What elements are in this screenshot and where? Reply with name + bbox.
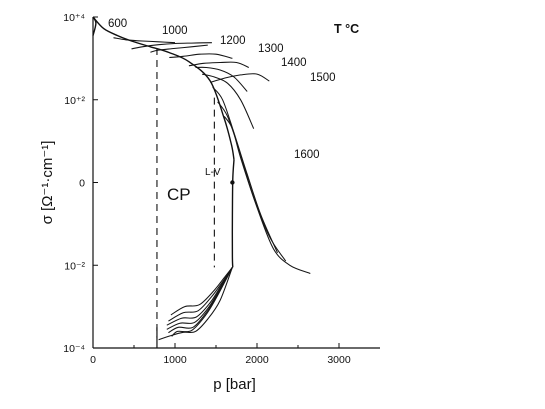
y-tick-label: 10⁺² bbox=[64, 95, 85, 107]
y-tick-label: 0 bbox=[79, 178, 85, 190]
isotherm-label-1400: 1400 bbox=[281, 57, 307, 69]
x-tick-label: 2000 bbox=[245, 354, 269, 366]
coexistence-envelope bbox=[92, 16, 235, 268]
critical-point-marker bbox=[230, 180, 235, 185]
isotherm-unlabelled-0 bbox=[195, 66, 248, 92]
left-cusp bbox=[92, 16, 97, 36]
critical-isotherm bbox=[231, 159, 235, 268]
low-curve-5 bbox=[171, 267, 233, 337]
low-curve-4 bbox=[168, 267, 233, 334]
y-tick-label: 10⁻² bbox=[64, 260, 85, 272]
isotherm-label-600: 600 bbox=[108, 18, 127, 30]
isotherm-unlabelled-1 bbox=[201, 73, 255, 129]
isotherm-1200 bbox=[150, 44, 208, 53]
low-conductivity-curves bbox=[158, 266, 233, 341]
isotherm-label-1500: 1500 bbox=[310, 72, 336, 84]
isotherm-1300 bbox=[169, 53, 233, 59]
low-curve-0 bbox=[170, 266, 233, 316]
y-tick-label: 10⁻⁴ bbox=[63, 343, 85, 355]
isotherm-label-1300: 1300 bbox=[258, 43, 284, 55]
legend-title: T °C bbox=[334, 22, 359, 36]
isotherm-1400 bbox=[188, 61, 250, 68]
low-curve-6 bbox=[158, 267, 233, 341]
isotherm-1600 bbox=[223, 115, 311, 274]
y-axis-label: σ [Ω⁻¹·cm⁻¹] bbox=[39, 141, 56, 225]
x-tick-label: 3000 bbox=[327, 354, 351, 366]
isotherm-label-1000: 1000 bbox=[162, 25, 188, 37]
annotation-lv: L-V bbox=[205, 167, 221, 178]
isotherm-600 bbox=[113, 37, 176, 44]
isotherm-label-1600: 1600 bbox=[294, 149, 320, 161]
isotherm-1000 bbox=[131, 42, 212, 50]
low-curve-2 bbox=[166, 267, 233, 326]
coexistence-curve bbox=[92, 16, 235, 160]
isotherm-curves bbox=[113, 37, 311, 274]
dashed-lines bbox=[156, 48, 215, 348]
low-curve-1 bbox=[168, 267, 233, 322]
isotherm-label-1200: 1200 bbox=[220, 35, 246, 47]
isotherm-unlabelled-3 bbox=[217, 101, 287, 262]
annotation-cp: CP bbox=[167, 185, 191, 204]
x-tick-label: 0 bbox=[90, 354, 96, 366]
isotherm-1500 bbox=[210, 73, 270, 83]
x-tick-label: 1000 bbox=[163, 354, 187, 366]
chart-axes: 0 1000 2000 3000 10⁺⁴ 10⁺² 0 10⁻² 10⁻⁴ p [bar] σ [… bbox=[39, 12, 380, 393]
x-axis-label: p [bar] bbox=[213, 376, 256, 393]
y-tick-label: 10⁺⁴ bbox=[63, 12, 85, 24]
